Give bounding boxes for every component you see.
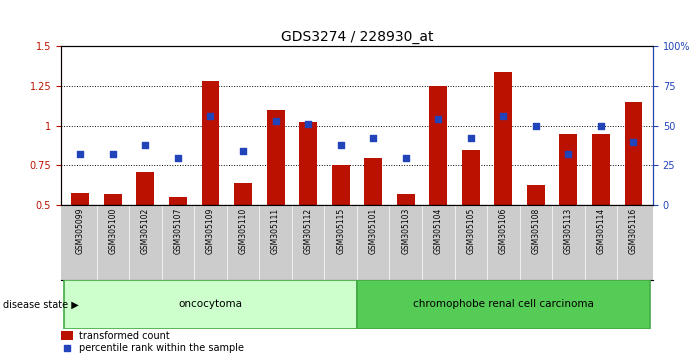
Point — [335, 142, 346, 148]
Text: GSM305103: GSM305103 — [401, 207, 410, 254]
Text: percentile rank within the sample: percentile rank within the sample — [79, 343, 243, 353]
FancyBboxPatch shape — [64, 280, 357, 329]
Point — [530, 123, 541, 129]
Text: GSM305115: GSM305115 — [336, 207, 345, 254]
Text: oncocytoma: oncocytoma — [178, 299, 243, 309]
Text: GSM305105: GSM305105 — [466, 207, 475, 254]
Text: GSM305110: GSM305110 — [238, 207, 247, 254]
Bar — [592, 133, 610, 205]
Text: GSM305100: GSM305100 — [108, 207, 117, 254]
Text: disease state ▶: disease state ▶ — [3, 299, 79, 309]
Bar — [299, 122, 317, 205]
Bar — [625, 102, 643, 205]
Text: GSM305104: GSM305104 — [434, 207, 443, 254]
Text: GSM305111: GSM305111 — [271, 207, 280, 254]
Bar — [61, 331, 73, 341]
Bar — [560, 133, 578, 205]
Text: GSM305106: GSM305106 — [499, 207, 508, 254]
Point — [596, 123, 607, 129]
Point — [563, 152, 574, 157]
Bar — [136, 172, 154, 205]
Point — [498, 113, 509, 119]
Text: GSM305116: GSM305116 — [629, 207, 638, 254]
Point — [238, 148, 249, 154]
Text: GSM305099: GSM305099 — [76, 207, 85, 254]
Point — [75, 152, 86, 157]
Point — [173, 155, 184, 160]
Bar — [397, 194, 415, 205]
FancyBboxPatch shape — [357, 280, 650, 329]
Bar — [332, 166, 350, 205]
Bar — [234, 183, 252, 205]
Text: transformed count: transformed count — [79, 331, 169, 341]
Bar — [71, 193, 89, 205]
Text: GSM305109: GSM305109 — [206, 207, 215, 254]
Bar — [364, 158, 382, 205]
Text: GSM305112: GSM305112 — [303, 207, 312, 254]
Point — [303, 121, 314, 127]
Point — [61, 345, 73, 350]
Bar — [104, 194, 122, 205]
Bar — [429, 86, 447, 205]
Text: GSM305101: GSM305101 — [369, 207, 378, 254]
Bar — [494, 72, 512, 205]
Bar — [527, 185, 545, 205]
Bar — [169, 198, 187, 205]
Point — [465, 136, 476, 141]
Point — [107, 152, 118, 157]
Text: GSM305107: GSM305107 — [173, 207, 182, 254]
Text: GSM305108: GSM305108 — [531, 207, 540, 254]
Bar — [267, 110, 285, 205]
Point — [270, 118, 281, 124]
Text: GSM305114: GSM305114 — [596, 207, 605, 254]
Title: GDS3274 / 228930_at: GDS3274 / 228930_at — [281, 30, 433, 44]
Text: GSM305102: GSM305102 — [141, 207, 150, 254]
Point — [433, 116, 444, 122]
Text: GSM305113: GSM305113 — [564, 207, 573, 254]
Point — [140, 142, 151, 148]
Point — [628, 139, 639, 144]
Point — [205, 113, 216, 119]
Point — [400, 155, 411, 160]
Bar — [202, 81, 220, 205]
Text: chromophobe renal cell carcinoma: chromophobe renal cell carcinoma — [413, 299, 594, 309]
Bar — [462, 149, 480, 205]
Point — [368, 136, 379, 141]
